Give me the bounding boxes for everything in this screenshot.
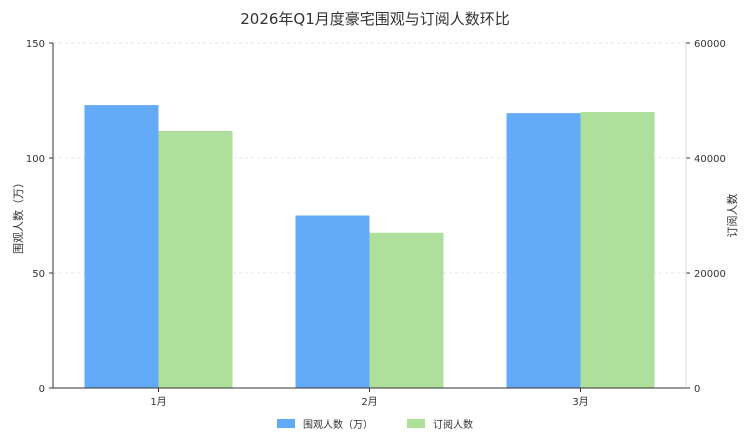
legend-item-views[interactable]: 围观人数（万） bbox=[277, 416, 373, 431]
bar-subs bbox=[158, 130, 233, 388]
y2-tick-label: 20000 bbox=[694, 269, 726, 280]
bar-views bbox=[506, 113, 581, 389]
legend-swatch-subs bbox=[407, 419, 425, 428]
legend-swatch-views bbox=[277, 419, 295, 428]
legend: 围观人数（万） 订阅人数 bbox=[0, 416, 750, 431]
chart-title: 2026年Q1月度豪宅围观与订阅人数环比 bbox=[240, 10, 510, 28]
y2-tick-label: 60000 bbox=[694, 39, 726, 50]
bar-views bbox=[84, 105, 159, 388]
legend-label-views: 围观人数（万） bbox=[303, 420, 373, 431]
y-tick-label: 100 bbox=[26, 154, 45, 165]
bar-views bbox=[295, 215, 370, 388]
y2-tick-label: 0 bbox=[694, 384, 700, 395]
x-tick-label: 1月 bbox=[150, 396, 166, 408]
y-tick-label: 0 bbox=[39, 384, 45, 395]
legend-item-subs[interactable]: 订阅人数 bbox=[407, 416, 473, 431]
bar-subs bbox=[369, 232, 444, 388]
y-tick-label: 50 bbox=[32, 269, 45, 280]
y-axis-label: 围观人数（万） bbox=[12, 177, 25, 254]
x-tick-label: 3月 bbox=[572, 396, 588, 408]
legend-label-subs: 订阅人数 bbox=[433, 420, 473, 431]
y2-tick-label: 40000 bbox=[694, 154, 726, 165]
y2-axis-label: 订阅人数 bbox=[726, 194, 739, 238]
y-tick-label: 150 bbox=[26, 39, 45, 50]
bar-subs bbox=[580, 112, 655, 388]
x-tick-label: 2月 bbox=[361, 396, 377, 408]
